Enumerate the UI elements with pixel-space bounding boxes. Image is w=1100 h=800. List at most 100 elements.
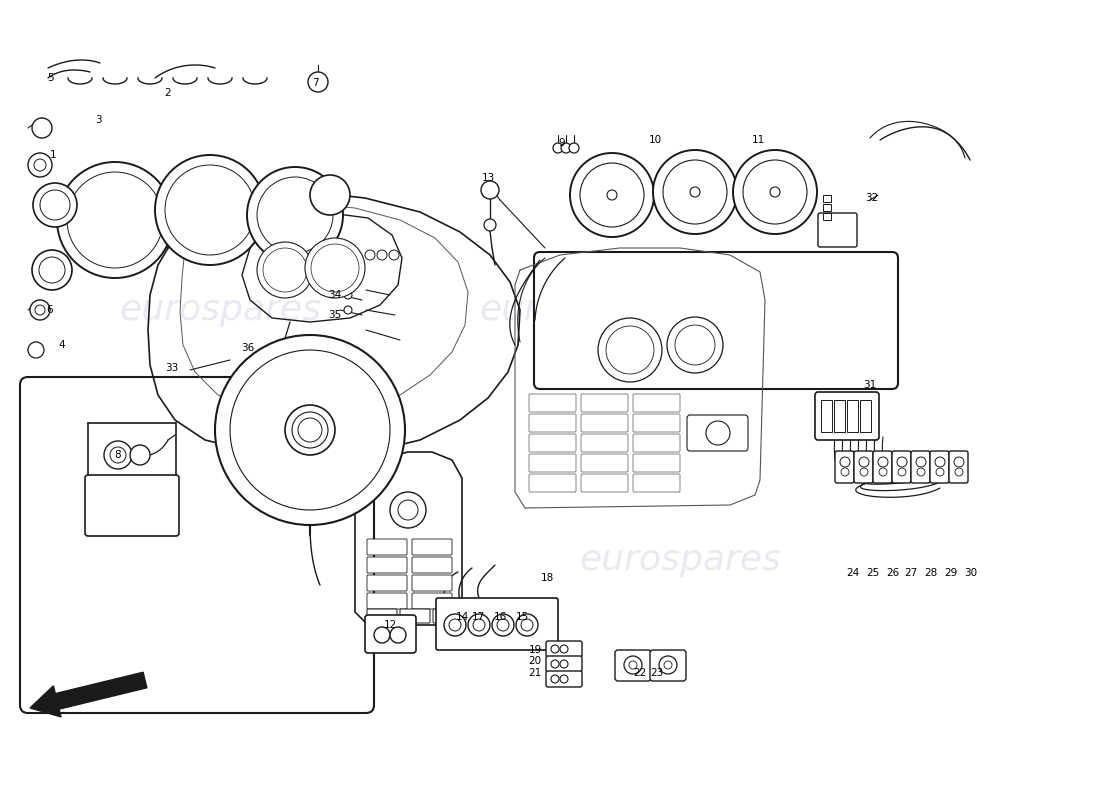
- Circle shape: [935, 457, 945, 467]
- Circle shape: [374, 627, 390, 643]
- FancyBboxPatch shape: [412, 557, 452, 573]
- Circle shape: [607, 190, 617, 200]
- FancyBboxPatch shape: [400, 609, 430, 623]
- Text: 6: 6: [46, 305, 53, 315]
- Circle shape: [390, 492, 426, 528]
- Text: eurospares: eurospares: [119, 293, 321, 327]
- Text: 33: 33: [165, 363, 178, 373]
- Circle shape: [292, 412, 328, 448]
- Text: 20: 20: [528, 656, 541, 666]
- Circle shape: [104, 441, 132, 469]
- Text: 11: 11: [751, 135, 764, 145]
- FancyBboxPatch shape: [546, 671, 582, 687]
- Circle shape: [570, 153, 654, 237]
- Circle shape: [130, 445, 150, 465]
- Circle shape: [263, 248, 307, 292]
- Text: 18: 18: [540, 573, 553, 583]
- Circle shape: [390, 627, 406, 643]
- Circle shape: [860, 468, 868, 476]
- Circle shape: [165, 165, 255, 255]
- FancyBboxPatch shape: [835, 451, 854, 483]
- Circle shape: [569, 143, 579, 153]
- FancyBboxPatch shape: [529, 474, 576, 492]
- Text: 28: 28: [924, 568, 937, 578]
- FancyBboxPatch shape: [529, 394, 576, 412]
- Circle shape: [285, 405, 336, 455]
- FancyBboxPatch shape: [85, 475, 179, 536]
- Circle shape: [35, 305, 45, 315]
- Bar: [834, 400, 845, 432]
- Circle shape: [110, 447, 126, 463]
- Circle shape: [40, 190, 70, 220]
- Circle shape: [690, 187, 700, 197]
- FancyBboxPatch shape: [688, 415, 748, 451]
- Circle shape: [365, 250, 375, 260]
- Text: eurospares: eurospares: [478, 293, 681, 327]
- Circle shape: [257, 177, 333, 253]
- FancyBboxPatch shape: [412, 593, 452, 609]
- Circle shape: [898, 468, 906, 476]
- Circle shape: [663, 160, 727, 224]
- Circle shape: [624, 656, 642, 674]
- Circle shape: [344, 306, 352, 314]
- Circle shape: [521, 619, 534, 631]
- Bar: [823, 213, 830, 220]
- Circle shape: [155, 155, 265, 265]
- FancyBboxPatch shape: [534, 252, 898, 389]
- Text: 30: 30: [965, 568, 978, 578]
- Circle shape: [840, 457, 850, 467]
- FancyBboxPatch shape: [367, 593, 407, 609]
- Circle shape: [878, 457, 888, 467]
- Text: 25: 25: [867, 568, 880, 578]
- Circle shape: [214, 335, 405, 525]
- Circle shape: [551, 660, 559, 668]
- Circle shape: [917, 468, 925, 476]
- Text: 4: 4: [58, 340, 65, 350]
- Circle shape: [257, 242, 314, 298]
- Circle shape: [667, 317, 723, 373]
- Circle shape: [484, 219, 496, 231]
- FancyBboxPatch shape: [546, 656, 582, 672]
- Text: 17: 17: [472, 612, 485, 622]
- Circle shape: [310, 175, 350, 215]
- FancyBboxPatch shape: [529, 454, 576, 472]
- Circle shape: [444, 614, 466, 636]
- Text: 8: 8: [114, 450, 121, 460]
- Circle shape: [32, 250, 72, 290]
- FancyBboxPatch shape: [581, 394, 628, 412]
- Circle shape: [305, 238, 365, 298]
- FancyBboxPatch shape: [546, 641, 582, 657]
- Text: 32: 32: [866, 193, 879, 203]
- Circle shape: [311, 244, 359, 292]
- FancyBboxPatch shape: [911, 451, 930, 483]
- FancyArrow shape: [30, 672, 147, 717]
- Circle shape: [859, 457, 869, 467]
- Text: eurospares: eurospares: [119, 543, 321, 577]
- Circle shape: [30, 300, 50, 320]
- Circle shape: [706, 421, 730, 445]
- Circle shape: [344, 291, 352, 299]
- Circle shape: [34, 159, 46, 171]
- Bar: [823, 204, 830, 211]
- Text: 27: 27: [904, 568, 917, 578]
- Circle shape: [551, 645, 559, 653]
- FancyBboxPatch shape: [892, 451, 911, 483]
- Circle shape: [675, 325, 715, 365]
- Text: 12: 12: [384, 620, 397, 630]
- Circle shape: [28, 153, 52, 177]
- Text: 5: 5: [46, 73, 53, 83]
- Circle shape: [230, 350, 390, 510]
- Circle shape: [842, 468, 849, 476]
- Text: 29: 29: [945, 568, 958, 578]
- Circle shape: [742, 160, 807, 224]
- Text: 7: 7: [311, 78, 318, 88]
- Bar: [821, 400, 832, 432]
- FancyBboxPatch shape: [632, 434, 680, 452]
- FancyBboxPatch shape: [529, 414, 576, 432]
- Text: 35: 35: [329, 310, 342, 320]
- Text: 19: 19: [528, 645, 541, 655]
- Bar: [823, 195, 830, 202]
- Circle shape: [449, 619, 461, 631]
- Text: 36: 36: [241, 343, 254, 353]
- Circle shape: [481, 181, 499, 199]
